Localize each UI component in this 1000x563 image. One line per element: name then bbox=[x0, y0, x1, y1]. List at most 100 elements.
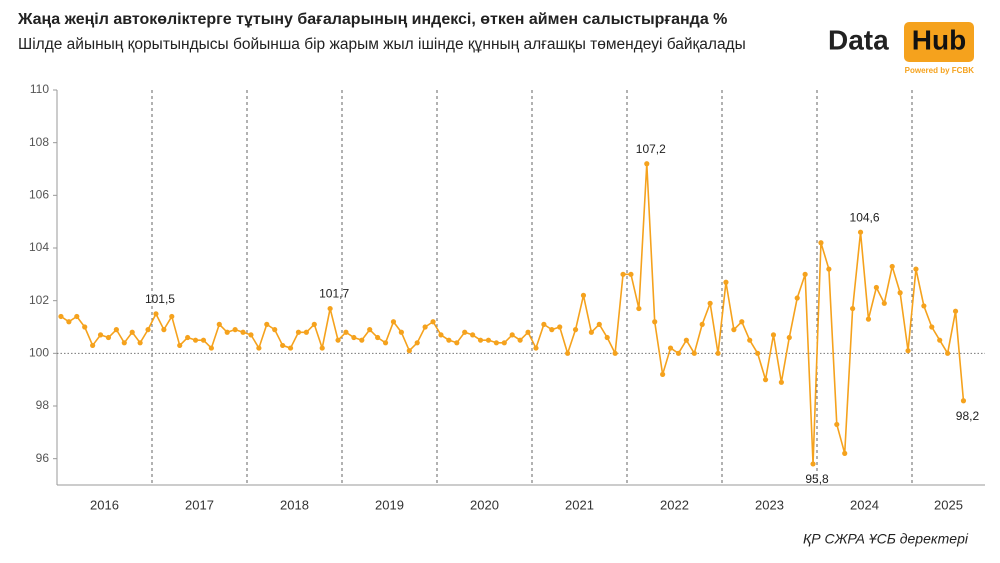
data-point bbox=[367, 327, 373, 333]
data-point bbox=[596, 321, 602, 327]
x-tick-label: 2016 bbox=[90, 497, 119, 512]
data-point bbox=[873, 284, 879, 291]
y-tick-label: 102 bbox=[29, 293, 49, 307]
data-point bbox=[422, 324, 428, 330]
data-point bbox=[739, 319, 745, 325]
value-label: 101,5 bbox=[145, 292, 175, 306]
data-point bbox=[161, 327, 167, 333]
data-point bbox=[406, 348, 412, 354]
data-point bbox=[280, 342, 286, 349]
data-point bbox=[343, 329, 349, 335]
y-tick-label: 110 bbox=[30, 82, 49, 96]
source: ҚР СЖРА ҰСБ деректері bbox=[803, 531, 969, 547]
y-tick-label: 96 bbox=[36, 451, 50, 465]
data-point bbox=[121, 340, 127, 346]
data-point bbox=[675, 350, 682, 356]
value-label: 98,2 bbox=[956, 409, 980, 423]
data-point bbox=[865, 316, 872, 322]
data-point bbox=[652, 319, 658, 325]
data-point bbox=[897, 290, 903, 296]
data-point bbox=[192, 337, 199, 343]
data-point bbox=[850, 305, 856, 312]
data-point bbox=[145, 327, 151, 333]
data-point bbox=[129, 329, 135, 335]
data-point bbox=[881, 300, 887, 306]
data-line bbox=[60, 162, 965, 465]
data-point bbox=[580, 292, 587, 298]
x-tick-label: 2023 bbox=[755, 497, 784, 512]
data-point bbox=[857, 229, 864, 235]
data-point bbox=[525, 329, 531, 335]
logo-word: Data bbox=[828, 24, 889, 55]
data-point bbox=[430, 319, 436, 325]
x-tick-label: 2025 bbox=[934, 497, 963, 512]
data-point bbox=[169, 313, 175, 320]
data-point bbox=[74, 313, 80, 320]
logo-box bbox=[904, 22, 974, 62]
data-point bbox=[485, 337, 492, 343]
data-point bbox=[438, 332, 444, 338]
data-point bbox=[945, 350, 951, 356]
data-point bbox=[58, 313, 64, 320]
data-point bbox=[755, 350, 761, 356]
logo-tagline: Powered by FCBK bbox=[905, 66, 975, 75]
data-point bbox=[185, 334, 191, 341]
data-point bbox=[842, 450, 848, 456]
data-point bbox=[905, 348, 911, 354]
data-point bbox=[747, 337, 753, 343]
data-point bbox=[375, 334, 381, 341]
y-tick-label: 98 bbox=[36, 398, 50, 412]
data-point bbox=[97, 332, 104, 338]
data-point bbox=[232, 327, 238, 333]
y-tick-label: 106 bbox=[29, 188, 49, 202]
data-point bbox=[351, 334, 357, 341]
data-point bbox=[82, 324, 88, 330]
data-point bbox=[723, 279, 729, 285]
data-point bbox=[414, 340, 420, 346]
data-point bbox=[208, 345, 214, 351]
data-point bbox=[224, 329, 230, 335]
data-point bbox=[778, 379, 784, 385]
data-point bbox=[952, 308, 959, 314]
x-tick-label: 2021 bbox=[565, 497, 594, 512]
data-point bbox=[295, 329, 302, 335]
data-point bbox=[588, 329, 594, 335]
y-tick-label: 108 bbox=[29, 135, 49, 149]
data-point bbox=[311, 321, 317, 327]
data-point bbox=[691, 350, 697, 356]
data-point bbox=[683, 337, 689, 343]
data-point bbox=[359, 337, 365, 343]
data-point bbox=[802, 271, 808, 277]
data-point bbox=[636, 305, 642, 312]
data-point bbox=[533, 345, 539, 351]
data-point bbox=[770, 332, 777, 338]
chart-title: Жаңа жеңіл автокөліктерге тұтыну бағалар… bbox=[17, 11, 727, 28]
data-point bbox=[929, 324, 935, 330]
data-point bbox=[604, 334, 610, 341]
data-point bbox=[477, 337, 484, 343]
data-point bbox=[105, 334, 112, 341]
data-point bbox=[66, 319, 72, 325]
x-tick-label: 2019 bbox=[375, 497, 404, 512]
value-label: 104,6 bbox=[850, 210, 880, 224]
data-point bbox=[327, 305, 333, 312]
data-point bbox=[660, 371, 666, 377]
data-point bbox=[272, 327, 278, 333]
x-tick-label: 2017 bbox=[185, 497, 214, 512]
value-label: 101,7 bbox=[319, 287, 349, 301]
data-point bbox=[612, 350, 618, 356]
data-point bbox=[667, 345, 674, 351]
data-point bbox=[541, 321, 547, 327]
data-point bbox=[470, 332, 476, 338]
data-point bbox=[731, 327, 737, 333]
data-point bbox=[256, 345, 262, 351]
data-point bbox=[628, 271, 634, 277]
data-point bbox=[264, 321, 270, 327]
data-point bbox=[303, 329, 309, 335]
data-point bbox=[794, 295, 800, 301]
data-point bbox=[549, 327, 555, 333]
data-point bbox=[287, 345, 294, 351]
data-point bbox=[153, 311, 159, 317]
data-point bbox=[715, 350, 721, 356]
